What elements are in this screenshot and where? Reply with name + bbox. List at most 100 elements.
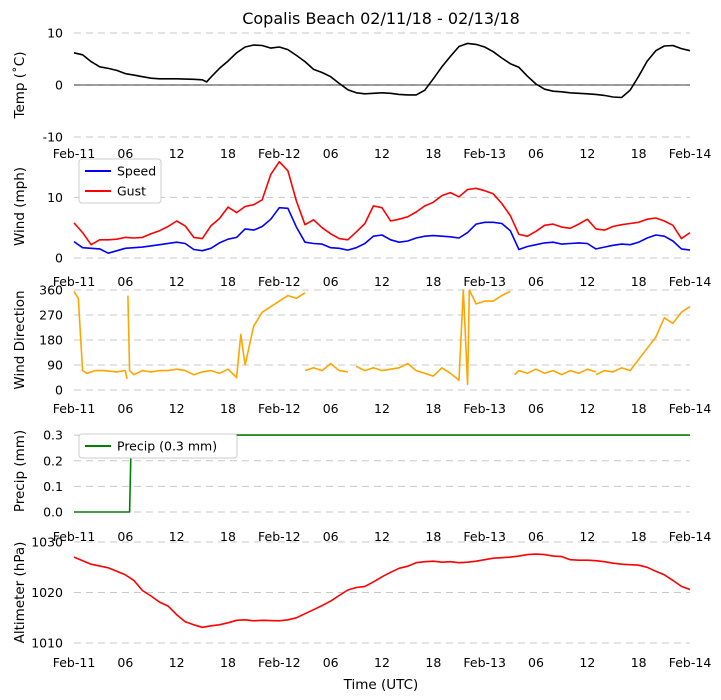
x-tick-label: 06 xyxy=(528,146,544,161)
x-tick-label: 18 xyxy=(631,274,647,289)
x-tick-label: 06 xyxy=(323,274,339,289)
y-tick-label: 0.3 xyxy=(43,428,63,443)
panel-wind_direction: 0 90 180 270 360 Feb-11 06 12 18 Feb-12 06 12 18 Feb-… xyxy=(12,283,711,417)
x-tick-label: 12 xyxy=(374,274,390,289)
x-tick-label: Feb-14 xyxy=(669,401,712,416)
x-tick-label: Feb-11 xyxy=(53,401,96,416)
x-tick-label: 12 xyxy=(169,401,185,416)
x-tick-label: 18 xyxy=(631,529,647,544)
panel-temperature: -10 0 10 Feb-11 06 12 18 Feb-12 06 12 18 Feb-13 06 12… xyxy=(11,26,711,162)
x-tick-label: 12 xyxy=(374,146,390,161)
x-tick-label: 06 xyxy=(528,274,544,289)
x-tick-label: Feb-14 xyxy=(669,655,712,670)
x-axis-label: Time (UTC) xyxy=(343,677,419,693)
x-tick-label: 12 xyxy=(169,655,185,670)
panel-wind: 0 10 Feb-11 06 12 18 Feb-12 06 12 18 Feb-13 06 12 18 F… xyxy=(12,158,712,289)
y-tick-label: -10 xyxy=(43,130,63,145)
x-tick-label: 18 xyxy=(220,274,236,289)
legend: Precip (0.3 mm) xyxy=(78,433,238,459)
x-tick-label: 18 xyxy=(425,529,441,544)
x-tick-label: 18 xyxy=(425,274,441,289)
x-tick-label: Feb-11 xyxy=(53,529,96,544)
x-tick-label: 12 xyxy=(169,146,185,161)
x-tick-label: Feb-11 xyxy=(53,274,96,289)
y-tick-label: 0.2 xyxy=(43,453,63,468)
x-tick-label: 06 xyxy=(323,529,339,544)
x-tick-label: Feb-12 xyxy=(258,146,301,161)
x-tick-label: 18 xyxy=(220,401,236,416)
x-tick-label: 06 xyxy=(117,274,133,289)
y-tick-label: 0 xyxy=(55,78,63,93)
x-tick-label: 18 xyxy=(220,146,236,161)
x-tick-label: Feb-14 xyxy=(669,274,712,289)
x-tick-label: Feb-13 xyxy=(463,274,506,289)
x-tick-label: Feb-12 xyxy=(258,655,301,670)
chart-panels: -10 0 10 Feb-11 06 12 18 Feb-12 06 12 18 Feb-13 06 12… xyxy=(11,26,711,671)
x-tick-label: Feb-12 xyxy=(258,401,301,416)
legend: Speed Gust xyxy=(78,158,162,204)
x-tick-label: 12 xyxy=(374,529,390,544)
y-axis-label: Wind (mph) xyxy=(12,167,28,246)
y-axis-label: Precip (mm) xyxy=(12,430,28,512)
x-tick-label: 12 xyxy=(579,401,595,416)
x-tick-label: 18 xyxy=(220,655,236,670)
chart-title: Copalis Beach 02/11/18 - 02/13/18 xyxy=(242,9,520,28)
y-tick-label: 10 xyxy=(47,26,63,41)
x-tick-label: 18 xyxy=(631,146,647,161)
y-tick-label: 0 xyxy=(55,383,63,398)
x-tick-label: Feb-11 xyxy=(53,655,96,670)
x-tick-label: 06 xyxy=(323,655,339,670)
panel-precip: 0.0 0.1 0.2 0.3 Feb-11 06 12 18 Feb-12 06 12 18 Feb-… xyxy=(12,428,711,544)
y-tick-label: 1010 xyxy=(31,636,63,651)
legend-label: Speed xyxy=(117,164,156,179)
x-tick-label: 06 xyxy=(323,146,339,161)
x-tick-label: Feb-13 xyxy=(463,401,506,416)
x-tick-label: 06 xyxy=(117,146,133,161)
x-tick-label: 12 xyxy=(374,401,390,416)
x-tick-label: 06 xyxy=(528,655,544,670)
series-precip-0-3-mm- xyxy=(74,434,690,513)
legend-label: Gust xyxy=(117,184,146,199)
series-altimeter xyxy=(73,553,691,629)
y-tick-label: 270 xyxy=(39,308,63,323)
x-tick-label: 18 xyxy=(220,529,236,544)
y-tick-label: 0.0 xyxy=(43,505,63,520)
x-tick-label: 06 xyxy=(528,401,544,416)
x-tick-label: 18 xyxy=(631,401,647,416)
y-tick-label: 1020 xyxy=(31,585,63,600)
series-speed xyxy=(73,206,691,254)
y-axis-label: Temp (˚C) xyxy=(11,52,28,120)
x-tick-label: Feb-14 xyxy=(669,146,712,161)
legend-label: Precip (0.3 mm) xyxy=(117,439,217,454)
y-tick-label: 0 xyxy=(55,251,63,266)
x-tick-label: 12 xyxy=(579,529,595,544)
x-tick-label: 12 xyxy=(374,655,390,670)
x-tick-label: 06 xyxy=(117,655,133,670)
y-tick-label: 0.1 xyxy=(43,479,63,494)
series-gust xyxy=(73,160,691,246)
y-tick-label: 10 xyxy=(47,190,63,205)
series-direction xyxy=(73,289,691,386)
series-temp xyxy=(73,42,691,99)
x-tick-label: 12 xyxy=(579,655,595,670)
panel-altimeter: 1010 1020 1030 Feb-11 06 12 18 Feb-12 06 12 18 Feb-… xyxy=(12,535,711,671)
y-tick-label: 180 xyxy=(39,333,63,348)
y-tick-label: 1030 xyxy=(31,535,63,550)
y-tick-label: 90 xyxy=(47,358,63,373)
x-tick-label: 06 xyxy=(117,529,133,544)
x-tick-label: 06 xyxy=(323,401,339,416)
x-tick-label: 12 xyxy=(169,529,185,544)
x-tick-label: 18 xyxy=(631,655,647,670)
x-tick-label: 12 xyxy=(169,274,185,289)
x-tick-label: Feb-13 xyxy=(463,655,506,670)
x-tick-label: Feb-12 xyxy=(258,274,301,289)
x-tick-label: Feb-13 xyxy=(463,146,506,161)
x-tick-label: 12 xyxy=(579,274,595,289)
y-axis-label: Wind Direction xyxy=(12,290,28,389)
y-tick-label: 360 xyxy=(39,283,63,298)
x-tick-label: Feb-12 xyxy=(258,529,301,544)
x-tick-label: Feb-11 xyxy=(53,146,96,161)
legend-box xyxy=(78,433,238,459)
x-tick-label: 18 xyxy=(425,401,441,416)
